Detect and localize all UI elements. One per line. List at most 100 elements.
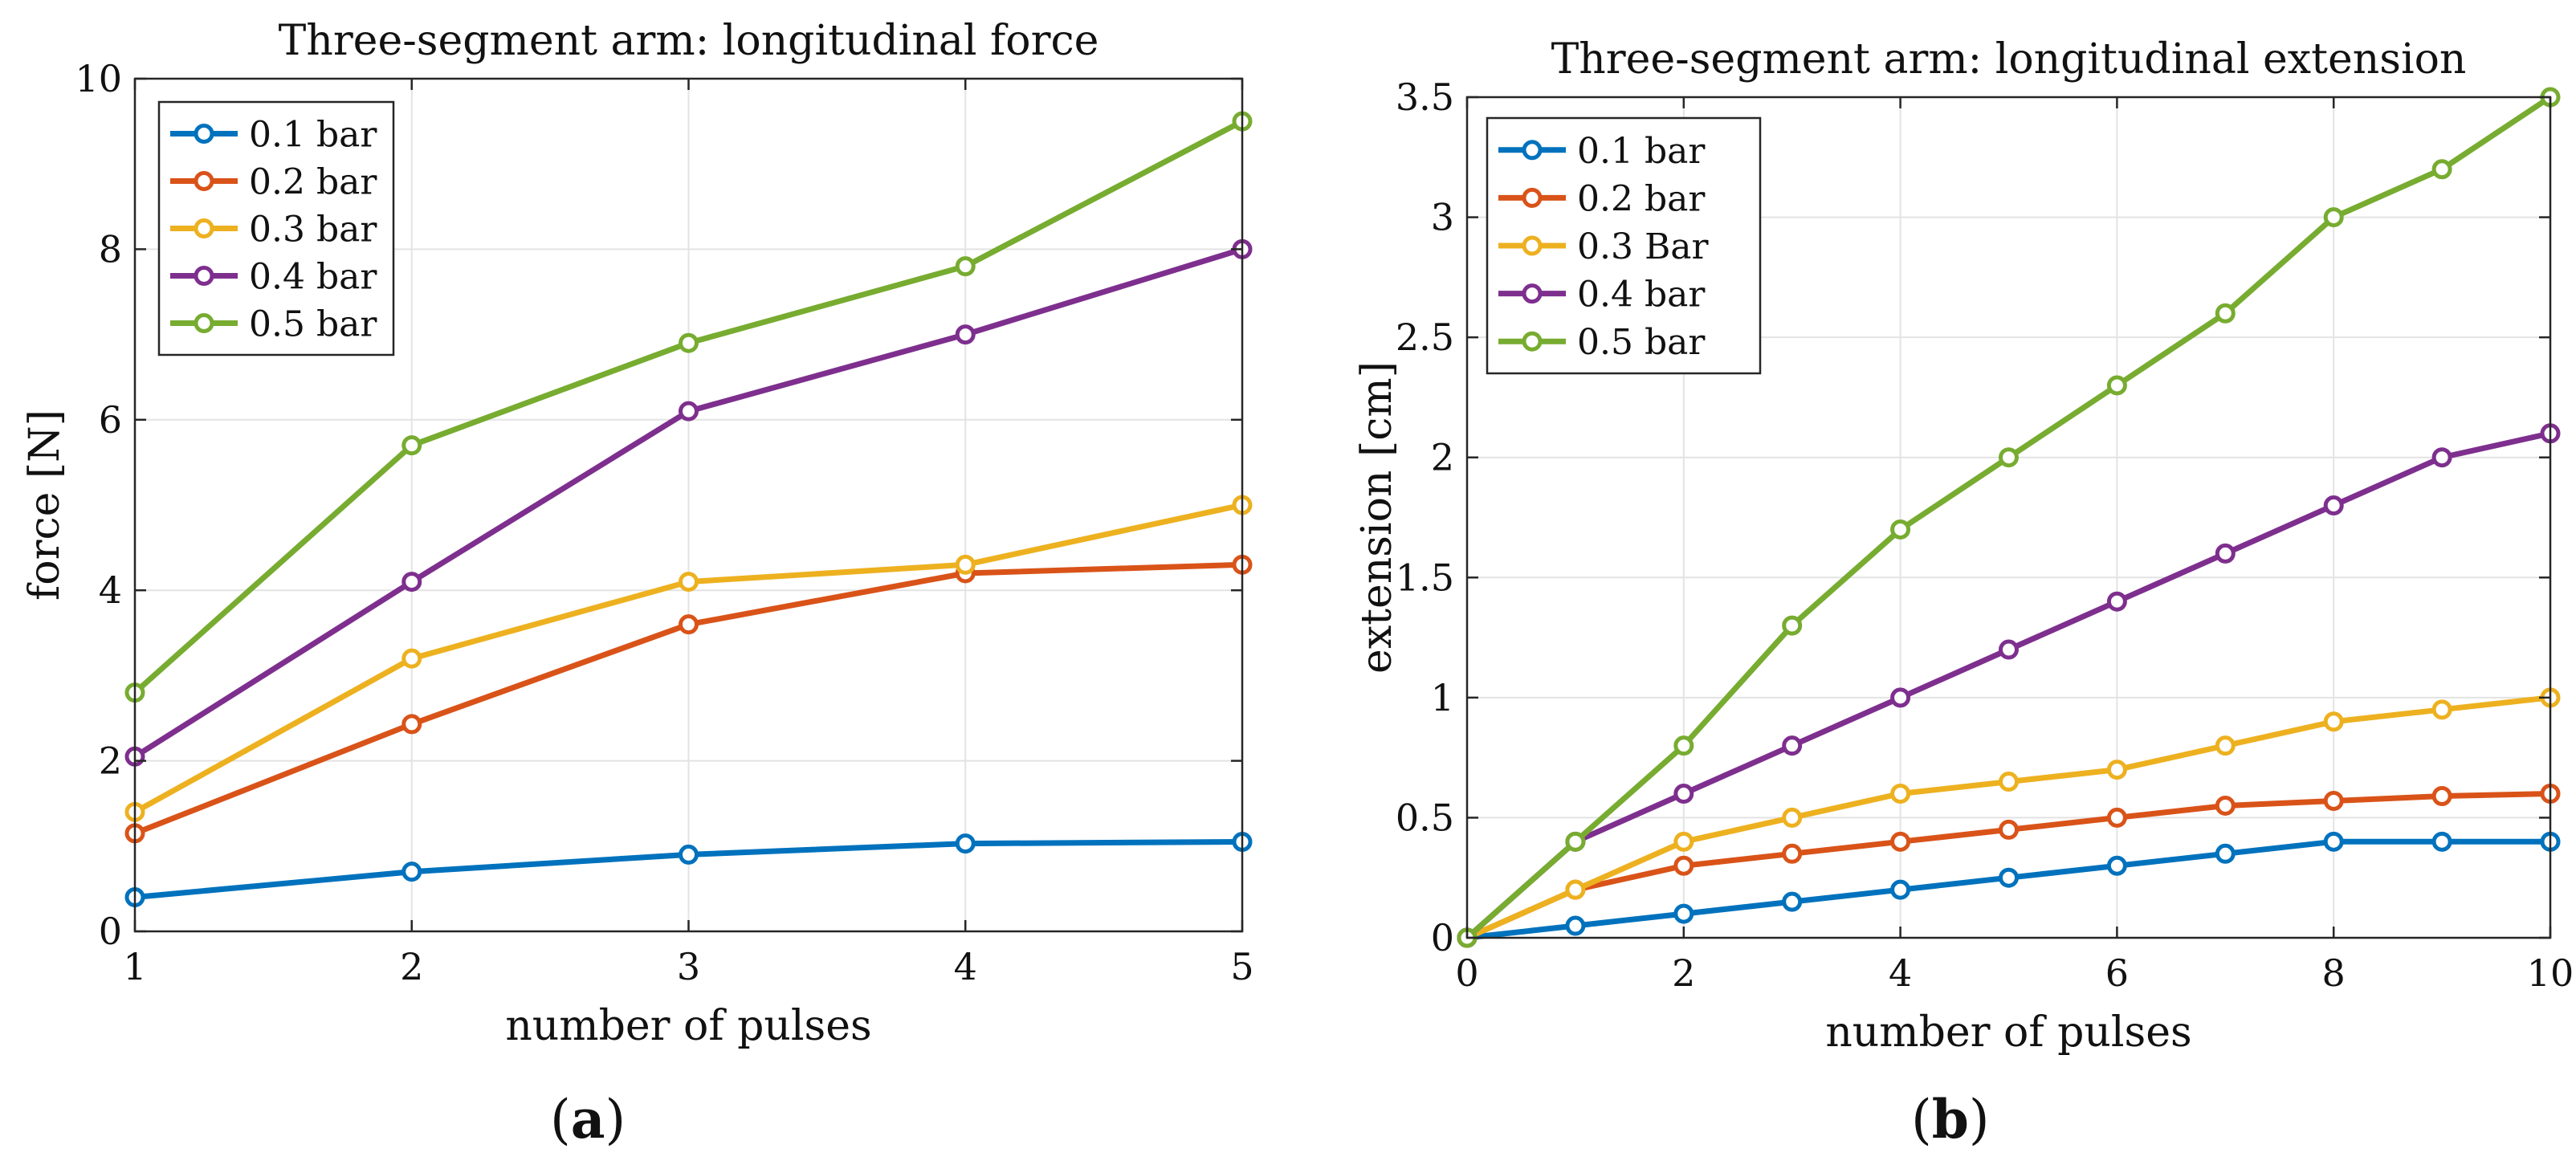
- legend-entry: 0.5 bar: [1577, 322, 1706, 363]
- data-point: [955, 324, 976, 345]
- chart-extension: 0 2 4 6 8 10 0 0.5 1 1.5 2 2.5 3 3.5 Three-segment arm…: [1353, 35, 2574, 1057]
- data-point: [1673, 855, 1694, 876]
- data-point: [2431, 699, 2452, 720]
- data-point: [2106, 760, 2127, 780]
- data-point: [1782, 843, 1803, 864]
- legend-marker: [194, 266, 214, 286]
- legend-marker: [194, 124, 214, 144]
- legend-entry: 0.2 bar: [249, 162, 377, 203]
- data-point: [2323, 831, 2344, 852]
- legend-entry: 0.3 Bar: [1577, 226, 1710, 267]
- legend-marker: [1522, 235, 1543, 256]
- data-point: [1890, 879, 1911, 900]
- legend-marker: [1522, 187, 1543, 208]
- x-tick-label: 2: [400, 945, 423, 988]
- chart-title: Three-segment arm: longitudinal extensio…: [1551, 35, 2467, 84]
- data-point: [2106, 855, 2127, 876]
- data-point: [2215, 795, 2236, 816]
- data-point: [2215, 543, 2236, 564]
- data-point: [1999, 819, 2019, 840]
- data-point: [2215, 843, 2236, 864]
- x-tick-label: 10: [2527, 951, 2574, 995]
- data-point: [2106, 375, 2127, 396]
- data-point: [2323, 495, 2344, 516]
- panel-label-a: (a): [550, 1088, 626, 1151]
- y-tick-label: 2: [1431, 436, 1454, 479]
- legend-marker: [1522, 140, 1543, 161]
- data-point: [1999, 867, 2019, 888]
- x-tick-label: 6: [2105, 951, 2129, 995]
- legend-entry: 0.4 bar: [249, 257, 377, 298]
- y-tick-label: 8: [99, 227, 122, 271]
- y-axis-label: force [N]: [21, 409, 69, 601]
- x-tick-label: 5: [1230, 945, 1253, 988]
- y-tick-label: 6: [99, 398, 122, 442]
- y-tick-label: 1.5: [1396, 556, 1454, 599]
- y-tick-label: 0.5: [1396, 796, 1454, 839]
- data-point: [2106, 807, 2127, 828]
- data-point: [2323, 790, 2344, 811]
- legend-entry: 0.1 bar: [1577, 131, 1706, 172]
- data-point: [1890, 687, 1911, 708]
- x-tick-label: 8: [2322, 951, 2346, 995]
- data-point: [401, 862, 422, 882]
- data-point: [679, 572, 699, 593]
- data-point: [679, 401, 699, 422]
- legend-marker: [1522, 331, 1543, 352]
- data-point: [955, 554, 976, 575]
- data-point: [1999, 447, 2019, 468]
- data-point: [401, 435, 422, 456]
- data-point: [401, 714, 422, 735]
- data-point: [1673, 903, 1694, 924]
- x-tick-label: 1: [123, 945, 146, 988]
- x-axis-label: number of pulses: [505, 1002, 871, 1050]
- data-point: [2323, 207, 2344, 228]
- legend-entry: 0.5 bar: [249, 304, 377, 345]
- chart-force: 1 2 3 4 5 0 2 4 6 8 10 Three-segment arm: longitudi…: [21, 17, 1254, 1050]
- y-tick-label: 0: [1431, 916, 1454, 959]
- data-point: [1782, 807, 1803, 828]
- data-point: [1782, 891, 1803, 912]
- x-tick-label: 2: [1672, 951, 1695, 995]
- data-point: [1565, 879, 1586, 900]
- data-point: [1890, 831, 1911, 852]
- data-point: [2215, 303, 2236, 324]
- data-point: [1673, 784, 1694, 805]
- data-point: [401, 648, 422, 669]
- legend-entry: 0.2 bar: [1577, 178, 1706, 219]
- data-point: [2215, 735, 2236, 756]
- data-point: [2431, 447, 2452, 468]
- y-tick-label: 2: [99, 739, 122, 783]
- data-point: [2106, 591, 2127, 612]
- y-tick-label: 3: [1431, 196, 1454, 239]
- chart-title: Three-segment arm: longitudinal force: [279, 17, 1099, 65]
- legend-marker: [1522, 283, 1543, 304]
- data-point: [679, 844, 699, 865]
- data-point: [2323, 711, 2344, 732]
- legend-marker: [194, 313, 214, 333]
- legend-entry: 0.4 bar: [1577, 275, 1706, 316]
- data-point: [1890, 784, 1911, 805]
- data-point: [2431, 786, 2452, 807]
- data-point: [2431, 831, 2452, 852]
- data-point: [1782, 735, 1803, 756]
- y-tick-label: 4: [99, 568, 122, 612]
- data-point: [679, 614, 699, 635]
- x-axis-label: number of pulses: [1825, 1008, 2191, 1057]
- data-point: [2431, 159, 2452, 180]
- data-point: [1782, 615, 1803, 636]
- data-point: [955, 833, 976, 854]
- y-tick-label: 10: [75, 57, 122, 100]
- data-point: [1999, 639, 2019, 660]
- data-point: [955, 256, 976, 277]
- data-point: [1999, 772, 2019, 792]
- y-tick-label: 1: [1431, 676, 1454, 719]
- data-point: [1565, 831, 1586, 852]
- data-point: [1890, 519, 1911, 540]
- x-tick-label: 3: [677, 945, 700, 988]
- legend-marker: [194, 171, 214, 191]
- data-point: [1673, 735, 1694, 756]
- legend-entry: 0.3 bar: [249, 210, 377, 251]
- data-point: [679, 332, 699, 353]
